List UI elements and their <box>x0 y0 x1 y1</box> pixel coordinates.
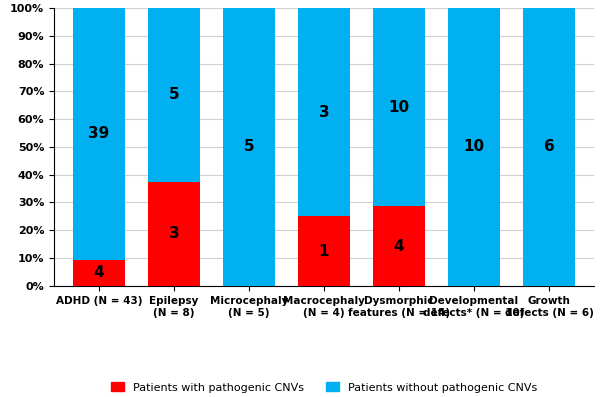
Bar <box>223 8 275 286</box>
Bar <box>373 8 425 206</box>
Text: 10: 10 <box>388 100 410 115</box>
Text: 39: 39 <box>88 127 110 141</box>
Text: 10: 10 <box>463 139 485 154</box>
Text: 5: 5 <box>169 87 179 102</box>
Bar <box>148 8 200 182</box>
Legend: Patients with pathogenic CNVs, Patients without pathogenic CNVs: Patients with pathogenic CNVs, Patients … <box>106 378 542 397</box>
Text: 3: 3 <box>169 226 179 241</box>
Bar <box>148 182 200 286</box>
Bar <box>523 8 575 286</box>
Bar <box>298 8 350 216</box>
Text: 1: 1 <box>319 244 329 258</box>
Bar <box>73 260 125 286</box>
Text: 6: 6 <box>544 139 554 154</box>
Text: 4: 4 <box>94 266 104 280</box>
Bar <box>373 206 425 286</box>
Bar <box>73 8 125 260</box>
Bar <box>298 216 350 286</box>
Text: 5: 5 <box>244 139 254 154</box>
Text: 3: 3 <box>319 105 329 119</box>
Bar <box>448 8 500 286</box>
Text: 4: 4 <box>394 239 404 254</box>
